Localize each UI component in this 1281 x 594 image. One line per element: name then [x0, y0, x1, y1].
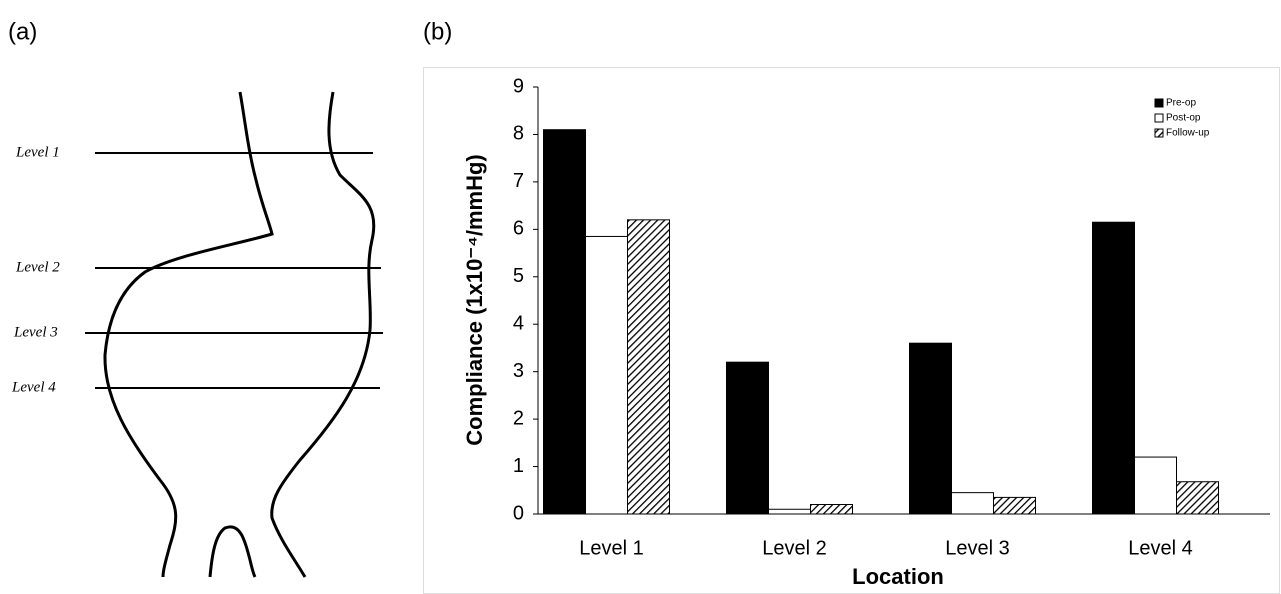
- bar: [810, 504, 853, 515]
- level-label: Level 1: [15, 144, 60, 160]
- level-label: Level 2: [15, 259, 60, 275]
- bar: [627, 219, 670, 515]
- x-tick-label: Level 1: [579, 537, 644, 559]
- y-tick-label: 3: [513, 360, 524, 382]
- bar: [1092, 221, 1135, 515]
- bar: [585, 235, 628, 515]
- y-tick-label: 7: [513, 170, 524, 192]
- legend-label: Follow-up: [1166, 128, 1210, 139]
- vessel-outline: [103, 91, 376, 578]
- level-lines: [85, 152, 383, 389]
- legend-label: Post-op: [1166, 113, 1201, 124]
- bar: [909, 342, 952, 515]
- bar: [1134, 456, 1177, 515]
- level-label: Level 3: [13, 324, 58, 340]
- chart: 0 1 2 3 4 5 6 7 8 9 Level 1 Level 2 Level 3 Level 4 Lo…: [462, 75, 1270, 589]
- panel-label: (b): [423, 18, 452, 45]
- bar: [768, 508, 811, 515]
- y-tick-label: 2: [513, 407, 524, 429]
- y-tick-label: 0: [513, 502, 524, 524]
- x-tick-label: Level 3: [945, 537, 1010, 559]
- y-tick-label: 4: [513, 313, 524, 335]
- level-label: Level 4: [11, 379, 56, 395]
- panel-label: (a): [8, 18, 37, 45]
- x-tick-label: Level 4: [1128, 537, 1193, 559]
- y-tick-label: 1: [513, 455, 524, 477]
- legend-swatch: [1154, 113, 1164, 123]
- bar: [1176, 481, 1219, 515]
- y-tick-label: 6: [513, 218, 524, 240]
- legend-label: Pre-op: [1166, 98, 1196, 109]
- bar: [993, 496, 1036, 515]
- bar: [951, 492, 994, 515]
- bar: [543, 129, 586, 515]
- y-tick-label: 5: [513, 265, 524, 287]
- y-tick-label: 9: [513, 75, 524, 97]
- y-tick-label: 8: [513, 123, 524, 145]
- legend-swatch: [1154, 98, 1164, 108]
- bar: [726, 361, 769, 515]
- x-axis-title: Location: [852, 564, 944, 589]
- y-axis-title: Compliance (1x10⁻⁴/mmHg): [462, 154, 487, 445]
- legend-swatch: [1154, 128, 1164, 138]
- x-tick-label: Level 2: [762, 537, 827, 559]
